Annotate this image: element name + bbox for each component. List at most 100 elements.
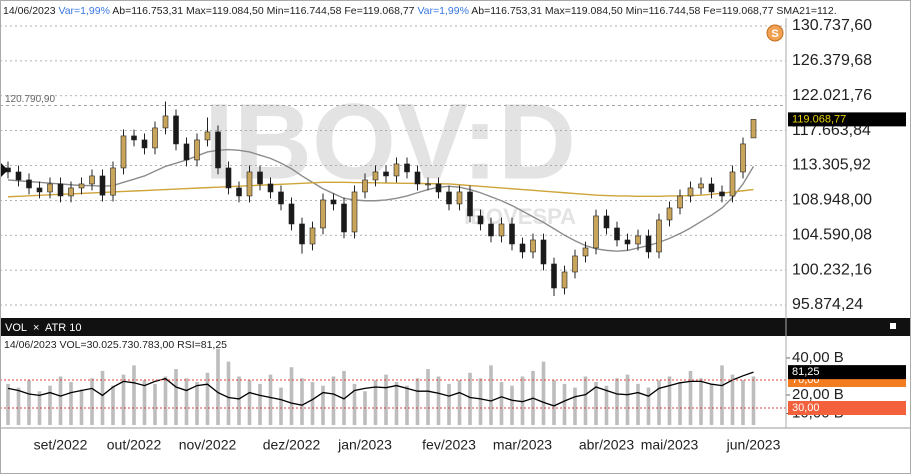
volume-bar: [751, 376, 756, 425]
volume-bar: [636, 383, 640, 425]
candle-body: [593, 215, 599, 249]
left-arrow[interactable]: [0, 162, 8, 178]
volume-bar: [111, 385, 115, 425]
candle-body: [477, 215, 484, 225]
last-value-box: [788, 112, 906, 127]
candle-body: [257, 171, 263, 185]
candle-body: [267, 183, 274, 193]
volume-bar: [268, 374, 273, 425]
s-icon[interactable]: [766, 24, 784, 42]
volume-bar: [27, 380, 31, 425]
candle-body: [645, 235, 652, 253]
candle-body: [446, 191, 452, 205]
x-tick-label: nov/2022: [179, 437, 237, 453]
x-tick-label: out/2022: [107, 437, 162, 453]
candle-body: [572, 255, 578, 273]
x-tick-label: jun/2023: [726, 437, 781, 453]
volume-bar: [468, 372, 472, 425]
rsi-level-label: 30,00: [792, 402, 820, 414]
header-ohlc: Ab=116.753,31 Max=119.084,50 Min=116.744…: [112, 5, 414, 17]
candle-body: [582, 247, 589, 257]
volume-bar: [447, 383, 451, 425]
tab-bar: [0, 318, 911, 336]
candle-body: [614, 227, 620, 241]
volume-bar: [79, 389, 84, 425]
candle-body: [498, 223, 505, 237]
x-tick-label: abr/2023: [579, 437, 634, 453]
maximize[interactable]: [890, 323, 896, 329]
volume-bar: [646, 387, 651, 425]
volume-bar: [520, 376, 525, 425]
volume-bar: [741, 380, 745, 425]
tab[interactable]: VOL: [5, 322, 27, 334]
candle-body: [89, 175, 95, 185]
volume-bar: [37, 391, 42, 425]
volume-bar: [195, 382, 199, 425]
reference-label: 120.790,90: [5, 94, 55, 105]
volume-bar: [604, 385, 609, 425]
volume-bar: [174, 369, 178, 425]
candle-body: [425, 183, 431, 186]
volume-bar: [184, 378, 189, 425]
header-date: 14/06/2023: [3, 5, 56, 17]
volume-bar: [688, 370, 693, 425]
candle-body: [656, 219, 662, 253]
x-tick-label: mai/2023: [641, 437, 699, 453]
volume-bar: [247, 380, 252, 425]
volume-bar: [730, 374, 735, 425]
volume-bar: [499, 382, 504, 425]
candle-body: [372, 171, 379, 181]
y-tick-label: 95.874,24: [792, 296, 863, 313]
volume-bar: [310, 382, 315, 425]
tab-close[interactable]: ×: [33, 322, 39, 334]
moving-average: [7, 148, 755, 252]
last-value-label: 81,25: [792, 366, 820, 378]
volume-bar: [226, 361, 231, 425]
candle-body: [740, 143, 746, 173]
volume-bar: [510, 385, 514, 425]
volume-bar: [657, 380, 661, 425]
moving-average: [7, 181, 754, 198]
candle-body: [603, 215, 610, 229]
volume-bar: [541, 361, 546, 425]
y-tick-label: 130.737,60: [792, 17, 872, 34]
x-tick-label: jan/2023: [337, 437, 392, 453]
volume-bar: [625, 374, 630, 425]
rsi-line: [7, 371, 754, 407]
x-tick-label: set/2022: [34, 437, 88, 453]
candle-body: [561, 271, 568, 289]
candle-body: [204, 131, 211, 141]
price-panel: 95.874,24 100.232,16 104.590,08 108.948,00 1…: [0, 17, 906, 313]
s-icon-text[interactable]: S: [771, 28, 778, 40]
volume-bar: [384, 374, 388, 425]
y-tick-label: 108.948,00: [792, 192, 872, 209]
candle-body: [624, 239, 631, 245]
last-value-box: [788, 365, 906, 380]
candle-body: [36, 187, 43, 193]
candle-body: [309, 227, 316, 245]
candle-body: [341, 203, 347, 233]
volume-bar: [121, 374, 126, 425]
candle-body: [215, 131, 221, 169]
candle-body: [393, 163, 400, 177]
volume-bar: [426, 369, 430, 425]
y-tick-label: 113.305,92: [792, 157, 871, 174]
candle-body: [15, 171, 22, 181]
volume-bar: [48, 385, 52, 425]
volume-bar: [58, 376, 63, 425]
candle-body: [698, 183, 704, 189]
volume-bar: [552, 380, 556, 425]
volume-bar: [562, 383, 567, 425]
rsi-level-box: [788, 400, 906, 415]
volume-bar: [583, 376, 588, 425]
volume-bar: [720, 365, 724, 425]
candle-body: [194, 139, 200, 161]
volume-bar: [132, 365, 136, 425]
volume-bar: [352, 383, 357, 425]
candle-body: [677, 195, 683, 209]
tab[interactable]: ATR 10: [45, 322, 81, 334]
candle-body: [467, 191, 473, 217]
volume-bar: [489, 365, 493, 425]
volume-bar: [331, 376, 336, 425]
